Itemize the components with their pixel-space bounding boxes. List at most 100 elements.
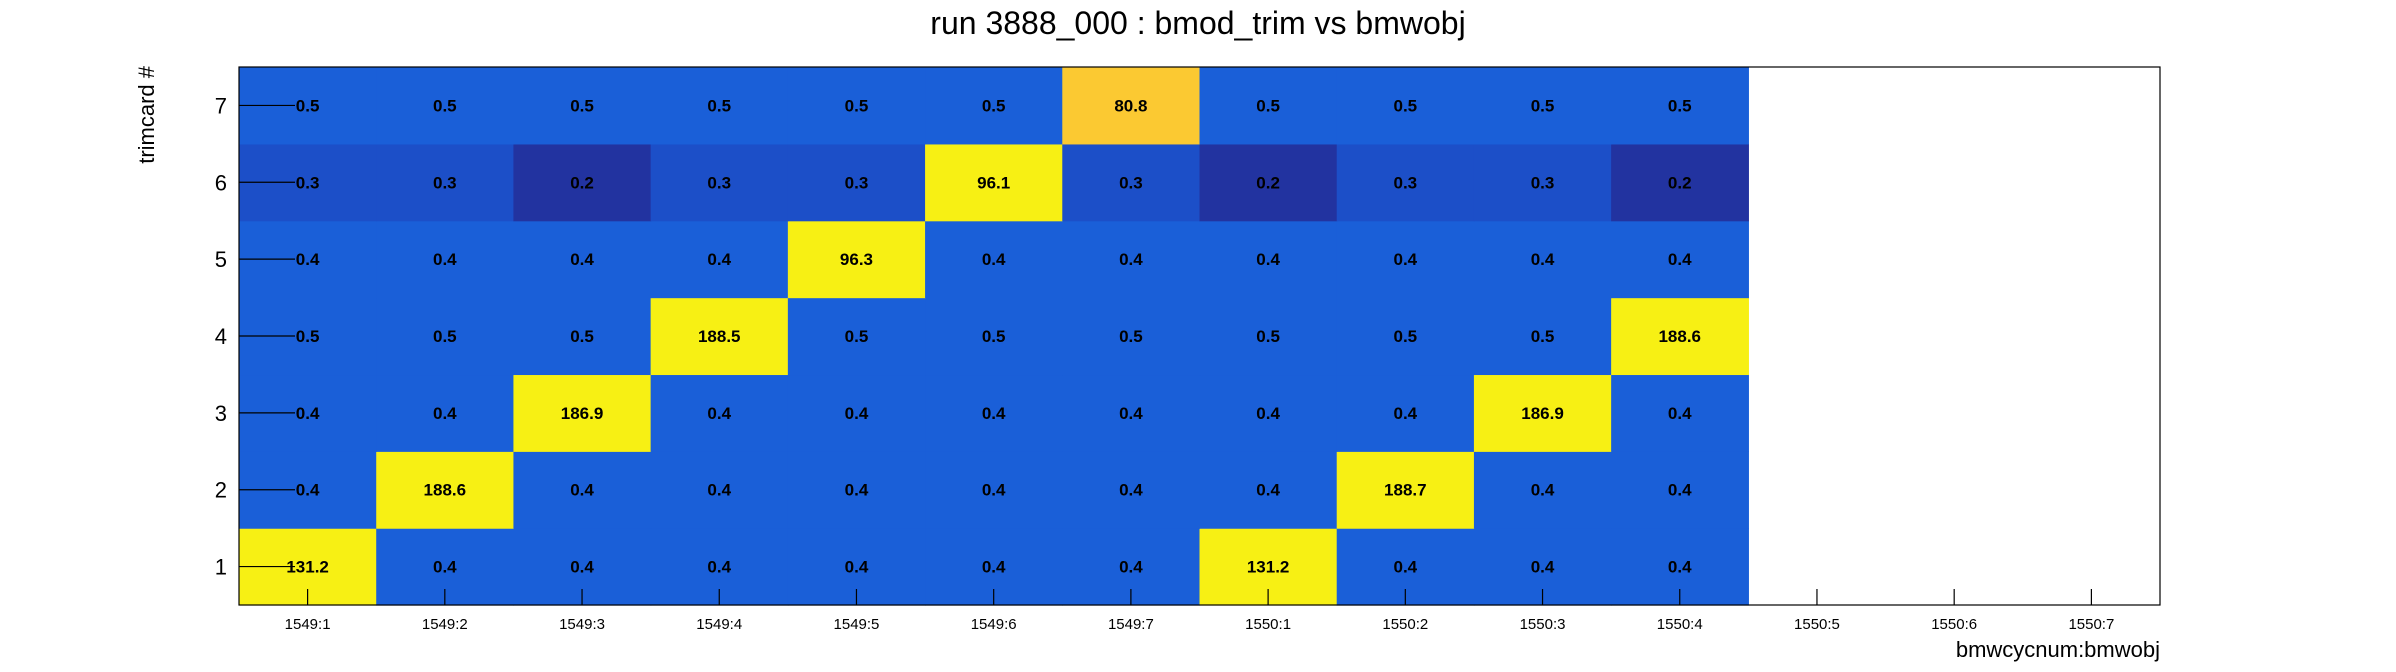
cell-value-label: 0.3 xyxy=(296,173,320,192)
cell-value-label: 0.5 xyxy=(1394,96,1418,115)
cell-value-label: 0.5 xyxy=(433,96,457,115)
cell-value-label: 188.6 xyxy=(424,481,467,500)
cell-value-label: 0.2 xyxy=(570,173,594,192)
heatmap-cell xyxy=(925,67,1063,145)
cell-value-label: 0.4 xyxy=(707,404,731,423)
cell-value-label: 80.8 xyxy=(1114,96,1147,115)
heatmap-cell xyxy=(1336,143,1475,222)
heatmap-cell xyxy=(513,297,652,376)
cell-value-label: 0.4 xyxy=(845,404,869,423)
cell-value-label: 0.5 xyxy=(296,327,320,346)
y-tick-label: 2 xyxy=(215,478,227,503)
y-tick-label: 7 xyxy=(215,93,227,118)
heatmap-cell xyxy=(1062,143,1201,222)
heatmap-cell xyxy=(650,451,789,529)
cell-value-label: 0.4 xyxy=(296,250,320,269)
y-tick-label: 1 xyxy=(215,555,227,580)
cell-value-label: 0.4 xyxy=(1119,558,1143,577)
heatmap-cell xyxy=(650,220,789,299)
cell-value-label: 0.4 xyxy=(1531,250,1555,269)
heatmap-cell xyxy=(376,220,515,299)
heatmap-cell xyxy=(1336,67,1475,145)
cell-value-label: 0.4 xyxy=(570,250,594,269)
x-tick-label: 1549:3 xyxy=(559,616,605,633)
cell-value-label: 0.5 xyxy=(1256,327,1280,346)
cell-value-label: 0.2 xyxy=(1256,173,1280,192)
cell-value-label: 0.3 xyxy=(433,173,457,192)
cell-value-label: 0.4 xyxy=(296,404,320,423)
heatmap-cell xyxy=(1336,297,1475,376)
cell-value-label: 96.1 xyxy=(977,173,1010,192)
heatmap-cell xyxy=(925,143,1063,222)
x-tick-label: 1549:5 xyxy=(834,616,880,633)
heatmap-cell xyxy=(787,67,926,145)
cell-value-label: 188.7 xyxy=(1384,481,1427,500)
cell-value-label: 0.5 xyxy=(570,327,594,346)
y-tick-label: 4 xyxy=(215,324,227,349)
cell-value-label: 0.4 xyxy=(1668,250,1692,269)
cell-value-label: 188.5 xyxy=(698,327,741,346)
cell-value-label: 0.3 xyxy=(707,173,731,192)
cell-value-label: 0.4 xyxy=(707,250,731,269)
cell-value-label: 0.4 xyxy=(707,481,731,500)
cell-value-label: 0.4 xyxy=(982,481,1006,500)
heatmap-cell xyxy=(650,143,789,222)
cell-value-label: 0.4 xyxy=(433,558,457,577)
cell-value-label: 0.4 xyxy=(1531,558,1555,577)
cell-value-label: 0.5 xyxy=(1531,327,1555,346)
heatmap-cell xyxy=(376,143,515,222)
cell-value-label: 0.3 xyxy=(1119,173,1143,192)
chart-title: run 3888_000 : bmod_trim vs bmwobj xyxy=(930,5,1465,41)
cell-value-label: 0.4 xyxy=(570,481,594,500)
heatmap-cell xyxy=(1336,451,1475,529)
x-tick-label: 1550:2 xyxy=(1382,616,1428,633)
heatmap-cell xyxy=(376,67,515,145)
heatmap-cell xyxy=(650,67,789,145)
x-tick-label: 1550:1 xyxy=(1245,616,1291,633)
cell-value-label: 0.4 xyxy=(982,558,1006,577)
x-tick-label: 1549:7 xyxy=(1108,616,1154,633)
heatmap-cell xyxy=(1611,297,1749,376)
heatmap-cell xyxy=(1199,67,1338,145)
cell-value-label: 0.3 xyxy=(1531,173,1555,192)
cell-value-label: 0.4 xyxy=(1668,481,1692,500)
cell-value-label: 0.4 xyxy=(1119,250,1143,269)
y-tick-label: 6 xyxy=(215,170,227,195)
cell-value-label: 0.4 xyxy=(1394,250,1418,269)
heatmap-cell xyxy=(787,143,926,222)
y-tick-label: 3 xyxy=(215,401,227,426)
x-tick-label: 1550:3 xyxy=(1520,616,1566,633)
cell-value-label: 0.3 xyxy=(1394,173,1418,192)
cell-value-label: 0.5 xyxy=(982,96,1006,115)
cell-value-label: 0.4 xyxy=(1256,250,1280,269)
heatmap-cell xyxy=(787,220,926,299)
cell-value-label: 0.3 xyxy=(845,173,869,192)
cell-value-label: 0.5 xyxy=(296,96,320,115)
heatmap-cell xyxy=(376,451,515,529)
heatmap-cell xyxy=(1473,297,1612,376)
heatmap-cell xyxy=(1199,297,1338,376)
heatmap-cell xyxy=(1336,220,1475,299)
heatmap-cell xyxy=(650,374,789,452)
cell-labels: 131.2 0.4 0.4 0.4 0.4 0.4 0.4 131.2 0.4 0.4 0.4 0.4… xyxy=(286,96,1701,576)
heatmap-cell xyxy=(513,67,652,145)
heatmap-cell xyxy=(925,374,1063,452)
cell-value-label: 0.5 xyxy=(570,96,594,115)
heatmap-cell xyxy=(513,451,652,529)
heatmap-cell xyxy=(1336,374,1475,452)
cell-value-label: 0.4 xyxy=(433,404,457,423)
y-axis-label: trimcard # xyxy=(134,65,159,164)
cell-value-label: 0.5 xyxy=(433,327,457,346)
heatmap-cell xyxy=(925,297,1063,376)
heatmap-cell xyxy=(1611,220,1749,299)
heatmap-cell xyxy=(376,374,515,452)
heatmap-cell xyxy=(1199,374,1338,452)
heatmap-cell xyxy=(376,297,515,376)
heatmap-cell xyxy=(1473,451,1612,529)
cell-value-label: 0.5 xyxy=(845,327,869,346)
heatmap-cell xyxy=(1062,220,1201,299)
heatmap-cell xyxy=(787,451,926,529)
heatmap-cell xyxy=(513,374,652,452)
cell-value-label: 0.4 xyxy=(982,250,1006,269)
